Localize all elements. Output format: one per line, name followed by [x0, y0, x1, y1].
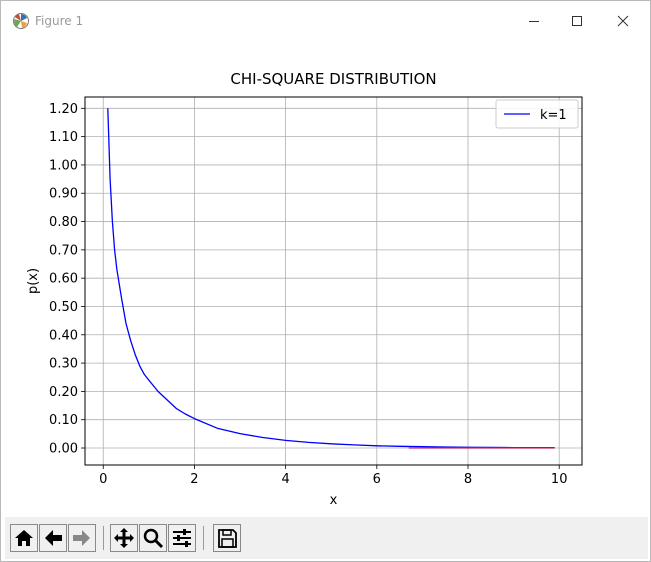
- y-tick-label: 0.40: [49, 328, 78, 343]
- axes-frame: [84, 96, 583, 466]
- home-icon: [15, 530, 33, 546]
- minimize-button[interactable]: [511, 1, 557, 41]
- y-tick-label: 1.00: [49, 158, 78, 173]
- matplotlib-icon: [12, 12, 30, 30]
- legend-label: k=1: [540, 108, 567, 123]
- maximize-icon: [572, 16, 582, 26]
- y-tick-label: 1.10: [49, 130, 78, 145]
- y-tick-label: 0.70: [49, 243, 78, 258]
- y-tick-label: 0.60: [49, 272, 78, 287]
- toolbar-separator: [103, 526, 104, 550]
- home-button[interactable]: [10, 524, 38, 552]
- close-button[interactable]: [600, 1, 646, 41]
- y-tick-label: 0.80: [49, 215, 78, 230]
- y-axis-label: p(x): [26, 268, 41, 294]
- chi-square-chart: 0 2 4 6 8 10 0.00 0.10 0.20 0.30 0.40 0.50 0.60 0.70 0…: [26, 70, 583, 508]
- move-icon: [114, 528, 134, 548]
- x-tick-label: 8: [464, 472, 472, 487]
- save-icon: [218, 529, 237, 548]
- figure-canvas[interactable]: 0 2 4 6 8 10 0.00 0.10 0.20 0.30 0.40 0.50 0.60 0.70 0…: [5, 41, 648, 515]
- forward-button[interactable]: [68, 524, 96, 552]
- pan-button[interactable]: [110, 524, 138, 552]
- configure-subplots-button[interactable]: [168, 524, 196, 552]
- maximize-button[interactable]: [554, 1, 600, 41]
- zoom-button[interactable]: [139, 524, 167, 552]
- y-tick-label: 1.20: [49, 102, 78, 117]
- toolbar-separator: [203, 526, 204, 550]
- title-bar[interactable]: Figure 1: [1, 1, 650, 41]
- y-tick-label: 0.90: [49, 187, 78, 202]
- y-tick-label: 0.00: [49, 442, 78, 457]
- save-button[interactable]: [213, 524, 241, 552]
- x-tick-label: 10: [551, 472, 568, 487]
- x-tick-label: 6: [373, 472, 381, 487]
- navigation-toolbar: [5, 517, 648, 559]
- y-tick-label: 0.50: [49, 300, 78, 315]
- y-tick-label: 0.10: [49, 413, 78, 428]
- legend-box: [495, 99, 579, 129]
- x-tick-label: 2: [190, 472, 198, 487]
- magnifier-icon: [143, 528, 164, 549]
- window-title: Figure 1: [35, 14, 84, 28]
- close-icon: [617, 15, 629, 27]
- series-line-0: [107, 108, 555, 449]
- arrow-left-icon: [45, 530, 62, 546]
- x-tick-label: 4: [281, 472, 289, 487]
- arrow-right-icon: [73, 530, 90, 546]
- x-axis-label: x: [330, 493, 338, 508]
- back-button[interactable]: [39, 524, 67, 552]
- x-tick-label: 0: [99, 472, 107, 487]
- y-tick-label: 0.30: [49, 357, 78, 372]
- y-tick-label: 0.20: [49, 385, 78, 400]
- sliders-icon: [173, 529, 191, 547]
- chart-title: CHI-SQUARE DISTRIBUTION: [230, 70, 436, 88]
- minimize-icon: [529, 21, 539, 22]
- legend: k=1: [495, 99, 579, 129]
